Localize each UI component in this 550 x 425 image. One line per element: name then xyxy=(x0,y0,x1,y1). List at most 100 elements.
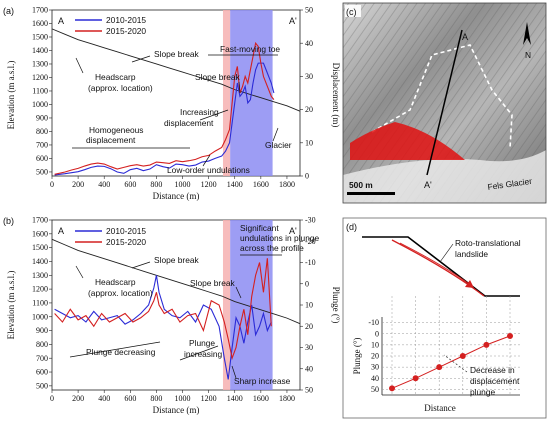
panel-a-annotations: Slope break Slope break Fast-moving toe … xyxy=(72,44,292,175)
panel-d-point xyxy=(412,375,419,382)
panel-a-ylabel: Elevation (m a.s.l.) xyxy=(6,61,16,130)
panel-d-ytick-label: 40 xyxy=(371,374,379,383)
panel-b-ytick-label: 1200 xyxy=(32,285,48,294)
panel-a-ytick-label: 900 xyxy=(36,114,48,123)
panel-b-xtick-label: 1000 xyxy=(175,394,191,403)
panel-c: A A' Fels Glacier 500 m N (c) xyxy=(342,2,547,204)
panel-b-ytick-label: 1100 xyxy=(32,299,48,308)
scale-bar xyxy=(347,192,395,195)
annot-plunge-inc-1: Plunge xyxy=(189,338,215,348)
displacement-arrow xyxy=(399,242,473,287)
panel-a-plot-frame xyxy=(51,9,301,177)
north-label: N xyxy=(525,50,531,60)
panel-a-ytick-label: 500 xyxy=(36,168,48,177)
panel-a-arrows xyxy=(75,55,279,167)
annot-slope-break-1: Slope break xyxy=(154,49,200,59)
panel-d: (d) Roto-translational landslide -10 0 10 2… xyxy=(342,217,547,419)
panel-b-y2tick-label: 40 xyxy=(305,364,313,373)
annot-plunge-inc-2: increasing xyxy=(184,349,223,359)
panel-b-ytick-label: 800 xyxy=(36,340,48,349)
annot-increasing-1: Increasing xyxy=(180,107,219,117)
panel-b-xtick-label: 1400 xyxy=(227,394,243,403)
annot-increasing-2: displacement xyxy=(164,118,214,128)
panel-b-y2tick-label: 20 xyxy=(305,322,313,331)
annot-headscarp-1: Headscarp xyxy=(95,72,136,82)
annot-fast-toe: Fast-moving toe xyxy=(220,44,280,54)
panel-a-ytick-label: 1500 xyxy=(32,33,48,42)
panel-b-ytick-label: 1400 xyxy=(32,257,48,266)
panel-d-point xyxy=(389,385,395,392)
arrow-headscarp xyxy=(75,57,84,74)
panel-b-ytick-label: 1500 xyxy=(32,243,48,252)
panel-d-frame xyxy=(342,217,547,419)
panel-b-elevation-line xyxy=(51,238,301,325)
panel-d-ylabel: Plunge (°) xyxy=(352,338,362,375)
scale-label: 500 m xyxy=(349,180,373,190)
arrow-b-slope-break-2 xyxy=(235,286,242,299)
panel-b-zone-0 xyxy=(222,220,231,390)
panel-a-xtick-label: 1200 xyxy=(201,180,217,189)
panel-b-y2tick-label: -20 xyxy=(305,237,316,246)
arrow-slope-break-2 xyxy=(238,81,241,94)
panel-d-ytick-label: 30 xyxy=(371,363,379,372)
panel-b-ytick-label: 600 xyxy=(36,368,48,377)
panel-b-ytick-label: 1600 xyxy=(32,229,48,238)
panel-a-ytick-label: 800 xyxy=(36,127,48,136)
panel-a-zone-0 xyxy=(222,10,231,176)
panel-a-label: (a) xyxy=(3,6,14,16)
slope-profile xyxy=(362,236,520,297)
arrow-low-order xyxy=(202,154,211,167)
panel-b-xtick-label: 1200 xyxy=(201,394,217,403)
panel-b-annotations: Slope break Slope break Significant undu… xyxy=(69,223,320,386)
panel-a-xtick-label: 1400 xyxy=(227,180,243,189)
arrow-increasing xyxy=(199,109,229,121)
panel-b-ytick-label: 700 xyxy=(36,354,48,363)
panel-d-point xyxy=(459,353,466,359)
glacier-area xyxy=(343,150,546,203)
panel-b-legend: 2010-2015 2015-2020 xyxy=(75,226,146,247)
annot-signif-3: across the profile xyxy=(240,243,304,253)
panel-b-ylabel: Elevation (m a.s.l.) xyxy=(6,271,16,340)
annot-b-slope-break-1: Slope break xyxy=(154,255,200,265)
map-frame xyxy=(342,2,547,204)
panel-b-xtick-label: 600 xyxy=(124,394,136,403)
panel-a-ytick-label: 1100 xyxy=(32,87,48,96)
annot-low-order: Low-order undulations xyxy=(167,165,250,175)
arrow-plunge-dec xyxy=(69,341,161,358)
panel-a-y2tick-label: 30 xyxy=(305,72,313,81)
legend-b-label-2015: 2015-2020 xyxy=(106,237,146,247)
arrow-b-slope-break-1 xyxy=(131,261,151,269)
panel-b-end-right: A' xyxy=(289,226,297,236)
panel-b-end-left: A xyxy=(58,226,64,236)
panel-d-ytick-label: 10 xyxy=(371,340,379,349)
legend-b-label-2010: 2010-2015 xyxy=(106,226,146,236)
annot-headscarp-2: (approx. location) xyxy=(88,83,153,93)
panel-a-xtick-label: 1000 xyxy=(175,180,191,189)
panel-a-y2tick-label: 40 xyxy=(305,39,313,48)
slip-surface xyxy=(391,239,485,297)
panel-a-ytick-label: 600 xyxy=(36,154,48,163)
panel-a-series-1-line xyxy=(54,41,275,175)
annot-sharp: Sharp increase xyxy=(234,376,291,386)
panel-a-ytick-label: 1000 xyxy=(32,100,48,109)
map-point-a2: A' xyxy=(424,180,432,190)
arrow-plunge-inc xyxy=(179,345,219,361)
panel-b-y2tick-label: 0 xyxy=(305,279,309,288)
annot-decrease-2: displacement xyxy=(470,376,520,386)
panel-a-xtick-label: 0 xyxy=(50,180,54,189)
panel-d-xlabel: Distance xyxy=(424,403,456,413)
arrow-glacier xyxy=(272,127,279,142)
rototrans-arrow xyxy=(439,243,454,263)
panel-a-ytick-label: 700 xyxy=(36,141,48,150)
landslide-boundary xyxy=(371,44,513,149)
panel-d-ytick-label: 20 xyxy=(371,352,379,361)
decrease-arrow xyxy=(443,354,468,373)
arrow-b-headscarp xyxy=(75,265,84,279)
panel-d-point xyxy=(507,332,513,339)
panel-b-ytick-label: 500 xyxy=(36,381,48,390)
annot-decrease-1: Decrease in xyxy=(470,365,515,375)
north-arrow-icon xyxy=(523,22,531,45)
panel-a-ytick-label: 1700 xyxy=(32,6,48,15)
panel-b-y2tick-label: 50 xyxy=(305,386,313,395)
annot-signif-1: Significant xyxy=(240,223,279,233)
